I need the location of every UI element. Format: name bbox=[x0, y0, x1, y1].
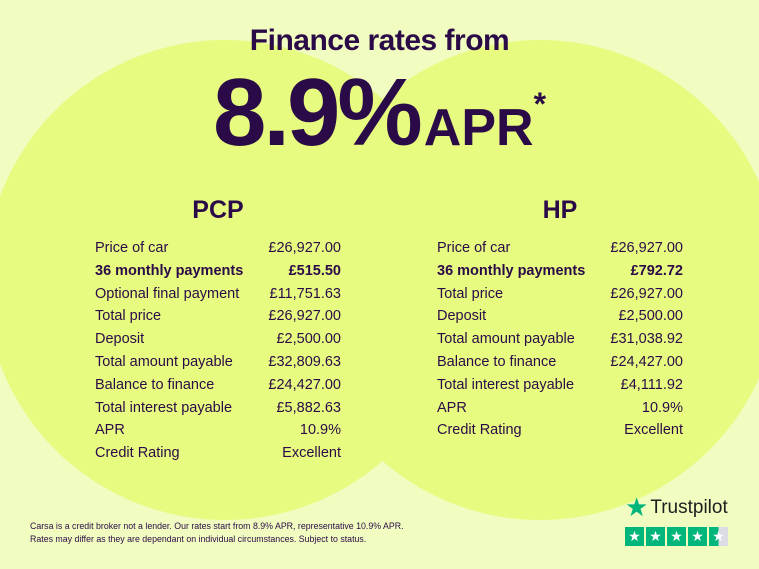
table-row: 36 monthly payments £515.50 bbox=[95, 260, 341, 283]
trustpilot-rating-stars: ★ ★ ★ ★ ★ bbox=[625, 527, 728, 546]
disclaimer-line-1: Carsa is a credit broker not a lender. O… bbox=[30, 521, 404, 531]
row-value: £515.50 bbox=[288, 262, 341, 279]
hp-title: HP bbox=[542, 196, 578, 224]
table-row: APR 10.9% bbox=[437, 397, 683, 420]
row-label: Balance to finance bbox=[95, 376, 215, 393]
trustpilot-badge: ★ Trustpilot ★ ★ ★ ★ ★ bbox=[625, 492, 728, 546]
table-row: Total price £26,927.00 bbox=[437, 283, 683, 306]
apr-label: APR bbox=[423, 99, 534, 157]
table-row: Balance to finance £24,427.00 bbox=[437, 351, 683, 374]
disclaimer-line-2: Rates may differ as they are dependant o… bbox=[30, 534, 367, 544]
row-value: Excellent bbox=[282, 445, 341, 462]
rate-value: 8.9% bbox=[212, 59, 423, 166]
table-row: Credit Rating Excellent bbox=[437, 419, 683, 442]
row-label: APR bbox=[437, 399, 467, 416]
row-label: Total price bbox=[437, 285, 504, 302]
trustpilot-star-icon: ★ bbox=[625, 492, 649, 522]
row-label: 36 monthly payments bbox=[95, 262, 244, 279]
row-label: Total amount payable bbox=[95, 353, 233, 370]
row-value: 10.9% bbox=[299, 422, 341, 439]
row-value: £32,809.63 bbox=[268, 353, 341, 370]
table-row: Price of car £26,927.00 bbox=[437, 237, 683, 260]
row-value: £31,038.92 bbox=[610, 331, 683, 348]
star-icon: ★ bbox=[688, 527, 707, 546]
table-row: Balance to finance £24,427.00 bbox=[95, 374, 341, 397]
row-value: Excellent bbox=[624, 422, 683, 439]
table-row: Price of car £26,927.00 bbox=[95, 237, 341, 260]
row-value: £2,500.00 bbox=[618, 308, 683, 325]
star-icon: ★ bbox=[625, 527, 644, 546]
table-row: Deposit £2,500.00 bbox=[95, 328, 341, 351]
row-label: Optional final payment bbox=[95, 285, 240, 302]
row-label: Total interest payable bbox=[95, 399, 233, 416]
row-value: £26,927.00 bbox=[610, 240, 683, 256]
table-row: Total amount payable £32,809.63 bbox=[95, 351, 341, 374]
row-value: £792.72 bbox=[630, 262, 683, 279]
rate-display: 8.9%APR* bbox=[0, 58, 759, 168]
star-icon: ★ bbox=[667, 527, 686, 546]
row-label: Total amount payable bbox=[437, 331, 575, 348]
row-value: £26,927.00 bbox=[268, 308, 341, 325]
row-label: 36 monthly payments bbox=[437, 262, 586, 279]
row-label: Total price bbox=[95, 308, 162, 325]
star-icon: ★ bbox=[709, 527, 728, 546]
row-value: £5,882.63 bbox=[276, 399, 341, 416]
row-label: Credit Rating bbox=[95, 445, 180, 462]
row-label: Total interest payable bbox=[437, 376, 575, 393]
background-circle-right bbox=[300, 40, 759, 520]
table-row: 36 monthly payments £792.72 bbox=[437, 260, 683, 283]
row-label: Deposit bbox=[437, 308, 487, 325]
table-row: Total amount payable £31,038.92 bbox=[437, 328, 683, 351]
pcp-table: PCP Price of car £26,927.00 36 monthly pay… bbox=[95, 196, 341, 465]
row-label: APR bbox=[95, 422, 125, 439]
hp-table: HP Price of car £26,927.00 36 monthly paym… bbox=[437, 196, 683, 442]
table-row: APR 10.9% bbox=[95, 419, 341, 442]
row-label: Price of car bbox=[95, 240, 169, 256]
table-row: Optional final payment £11,751.63 bbox=[95, 283, 341, 306]
row-value: £24,427.00 bbox=[268, 376, 341, 393]
row-value: 10.9% bbox=[641, 399, 683, 416]
pcp-title: PCP bbox=[192, 196, 244, 224]
row-value: £26,927.00 bbox=[268, 240, 341, 256]
headline: Finance rates from bbox=[249, 24, 510, 57]
row-label: Price of car bbox=[437, 240, 511, 256]
row-label: Credit Rating bbox=[437, 422, 522, 439]
row-label: Balance to finance bbox=[437, 353, 557, 370]
table-row: Total interest payable £4,111.92 bbox=[437, 374, 683, 397]
asterisk: * bbox=[533, 86, 547, 122]
star-icon: ★ bbox=[646, 527, 665, 546]
row-value: £4,111.92 bbox=[620, 376, 683, 393]
trustpilot-name: Trustpilot bbox=[650, 496, 728, 518]
table-row: Credit Rating Excellent bbox=[95, 442, 341, 465]
row-value: £11,751.63 bbox=[269, 285, 342, 302]
disclaimer: Carsa is a credit broker not a lender. O… bbox=[30, 520, 404, 546]
table-row: Deposit £2,500.00 bbox=[437, 305, 683, 328]
table-row: Total interest payable £5,882.63 bbox=[95, 397, 341, 420]
row-value: £26,927.00 bbox=[610, 285, 683, 302]
row-value: £24,427.00 bbox=[610, 353, 683, 370]
row-label: Deposit bbox=[95, 331, 145, 348]
row-value: £2,500.00 bbox=[276, 331, 341, 348]
table-row: Total price £26,927.00 bbox=[95, 305, 341, 328]
